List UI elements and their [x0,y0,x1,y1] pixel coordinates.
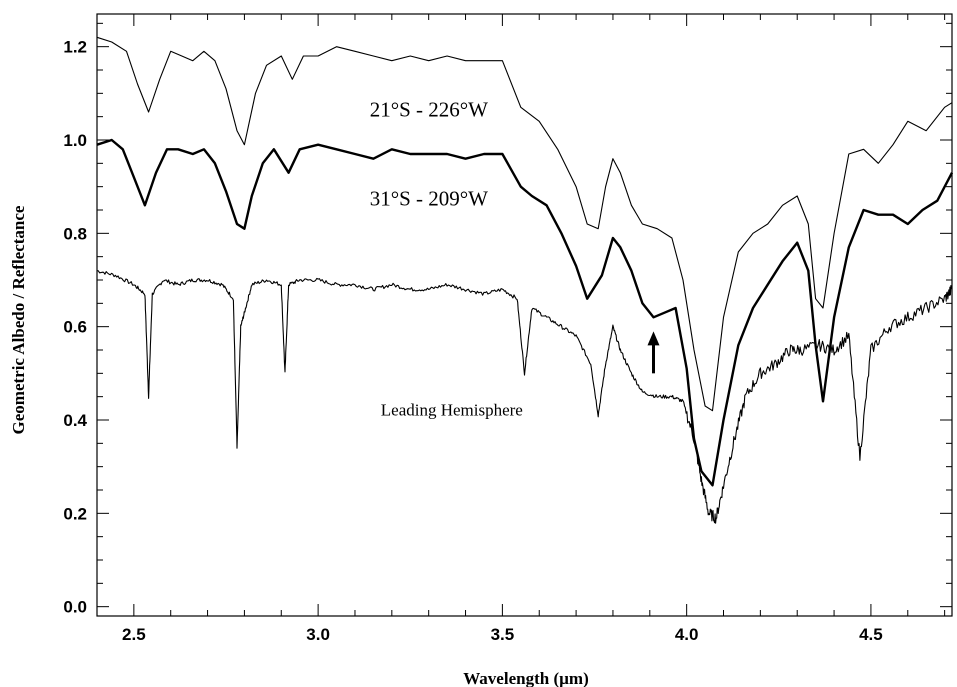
series-21-s-226-w [96,36,953,412]
plot-frame [96,13,953,617]
x-tick-label: 4.0 [675,625,699,644]
x-tick-label: 3.5 [491,625,515,644]
y-tick-label: 0.0 [63,598,87,617]
annotation-layer: 21°S - 226°W 31°S - 209°W Leading Hemisphe… [370,98,660,419]
series-31-s-209-w [96,138,954,487]
series-layer [96,36,954,524]
tick-labels: 2.5 3.0 3.5 4.0 4.5 0.0 0.2 0.4 0.6 0.8 1.0 1.2 [63,38,882,644]
x-axis-title: Wavelength (µm) [463,669,588,687]
annotation-label: 21°S - 226°W [370,98,488,122]
x-tick-label: 2.5 [122,625,146,644]
y-tick-label: 0.2 [63,504,87,523]
x-tick-label: 3.0 [306,625,330,644]
y-tick-label: 0.4 [63,411,87,430]
y-axis-title: Geometric Albedo / Reflectance [9,205,28,434]
plot-border [96,13,953,617]
annotation-label: 31°S - 209°W [370,186,488,210]
series-leading-hemisphere [96,270,953,524]
axis-ticks [96,14,952,616]
y-tick-label: 1.0 [63,131,87,150]
y-tick-label: 0.8 [63,224,87,243]
x-tick-label: 4.5 [859,625,883,644]
annotation-label: Leading Hemisphere [381,400,523,419]
y-tick-label: 0.6 [63,318,87,337]
y-tick-label: 1.2 [63,38,87,57]
arrow-head [647,331,660,346]
